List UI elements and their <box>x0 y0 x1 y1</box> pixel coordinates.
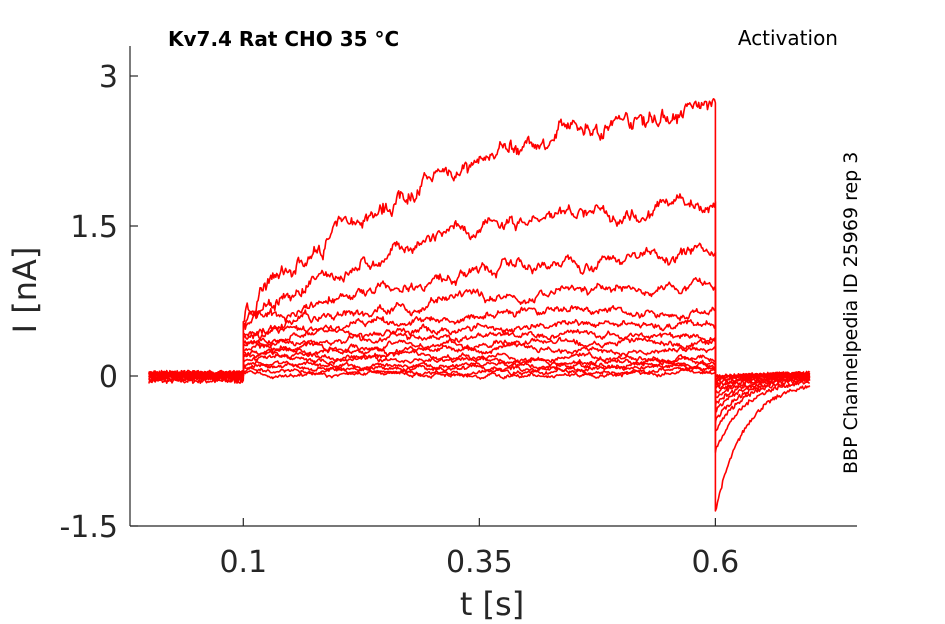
x-ticks: 0.1 0.35 0.6 <box>219 518 739 580</box>
current-trace-4 <box>148 277 811 424</box>
current-trace-1 <box>148 98 811 512</box>
current-trace-10 <box>148 348 811 388</box>
x-axis-label: t [s] <box>460 585 524 623</box>
current-trace-14 <box>148 366 811 379</box>
y-tick-label: -1.5 <box>59 510 118 545</box>
trace-group <box>148 98 811 512</box>
y-ticks: -1.5 0 1.5 3 <box>59 60 138 545</box>
y-tick-label: 1.5 <box>70 210 118 245</box>
y-tick-label: 3 <box>99 60 118 95</box>
current-trace-13 <box>148 362 811 381</box>
chart-title: Kv7.4 Rat CHO 35 °C <box>168 27 399 51</box>
x-tick-label: 0.6 <box>692 545 740 580</box>
current-trace-15 <box>148 366 810 380</box>
chart-subtitle: Activation <box>738 26 838 50</box>
current-trace-6 <box>148 318 811 407</box>
x-tick-label: 0.1 <box>219 545 267 580</box>
y-tick-label: 0 <box>99 360 118 395</box>
current-trace-8 <box>148 336 811 395</box>
y-axis-label: I [nA] <box>6 247 44 334</box>
current-trace-5 <box>148 305 811 413</box>
side-annotation: BBP Channelpedia ID 25969 rep 3 <box>840 152 862 474</box>
x-tick-label: 0.35 <box>446 545 513 580</box>
current-trace-11 <box>148 353 811 385</box>
current-trace-2 <box>148 193 810 454</box>
current-trace-3 <box>148 242 811 432</box>
